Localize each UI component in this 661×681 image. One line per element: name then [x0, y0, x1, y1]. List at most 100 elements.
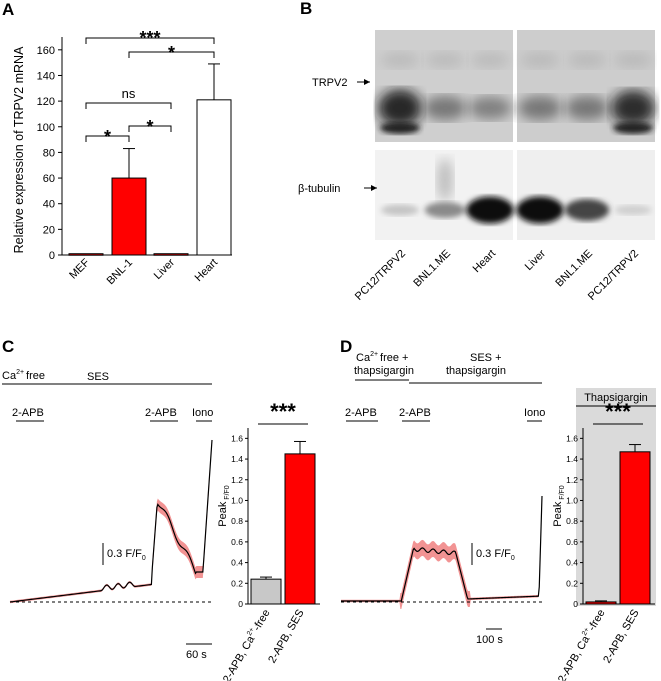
- category-label: 2-APB, Ca2+-free: [220, 607, 273, 681]
- y-tick-label: 160: [37, 45, 55, 57]
- trace-c-stim-2: 2-APB: [145, 407, 177, 419]
- y-tick-label: 0.2: [566, 578, 578, 588]
- trace-d-stim-1: 2-APB: [345, 407, 377, 419]
- y-tick-label: 40: [43, 199, 55, 211]
- inset-header: Thapsigargin: [584, 392, 648, 404]
- trace-d-scale-y: 0.3 F/F0: [476, 548, 515, 562]
- blot-band: [613, 122, 653, 134]
- trace-d-scale-x: 100 s: [476, 634, 503, 646]
- significance-label: ns: [122, 86, 136, 101]
- trace-d-condition-2: SES +: [470, 352, 502, 364]
- y-axis-label: Peak F/F0: [552, 485, 566, 527]
- y-tick-label: 0: [49, 250, 55, 262]
- category-label: Liver: [152, 256, 178, 282]
- lane-label: Liver: [523, 247, 549, 273]
- arrow-icon: [371, 185, 377, 191]
- category-label: Heart: [193, 257, 221, 285]
- blot-band: [468, 96, 512, 120]
- category-label: 2-APB, SES: [266, 608, 306, 666]
- blot-band: [378, 89, 422, 127]
- y-tick-label: 1.0: [566, 495, 578, 505]
- tubulin-band-label: β-tubulin: [298, 183, 340, 195]
- significance-bracket: [85, 135, 130, 142]
- y-tick-label: 0: [238, 599, 243, 609]
- bar: [619, 451, 651, 605]
- blot-band: [565, 95, 609, 121]
- trace-d-condition-1b: thapsigargin: [354, 365, 414, 377]
- y-axis-label: Relative expression of TRPV2 mRNA: [12, 46, 26, 253]
- y-tick-label: 100: [37, 122, 55, 134]
- panel-label-b: B: [300, 0, 312, 18]
- significance-label: ***: [139, 28, 160, 48]
- y-tick-label: 80: [43, 147, 55, 159]
- category-label: MEF: [67, 256, 92, 281]
- trace-c-stim-3: Iono: [192, 407, 213, 419]
- bar: [585, 601, 617, 605]
- blot-band: [516, 196, 564, 224]
- blot-band: [520, 52, 560, 68]
- blot-bottom-right: [517, 150, 655, 240]
- significance-label: ***: [605, 399, 631, 424]
- significance-bracket: [85, 102, 172, 109]
- y-tick-label: 20: [43, 224, 55, 236]
- blot-band: [380, 122, 420, 134]
- trace-d-condition-2b: thapsigargin: [446, 365, 506, 377]
- y-tick-label: 0.2: [231, 578, 243, 588]
- lane-label: PC12/TRPV2: [353, 248, 408, 303]
- lane-label: BNL1.ME: [411, 248, 453, 290]
- y-tick-label: 1.0: [231, 495, 243, 505]
- bar: [196, 99, 232, 256]
- trace-c-stim-1: 2-APB: [12, 407, 44, 419]
- bar: [250, 578, 282, 605]
- bar-chart-trpv2-mrna: 0 20 40 60 80 100 120 140 160 Relative expression…: [12, 28, 232, 287]
- trace-c-condition-2: SES: [87, 371, 109, 383]
- significance-label: ***: [270, 399, 296, 424]
- blot-band: [518, 95, 562, 121]
- significance-bracket: [128, 51, 215, 58]
- blot-band: [424, 202, 466, 218]
- blot-band: [466, 196, 514, 224]
- calcium-trace-c: [9, 438, 213, 604]
- blot-band: [423, 95, 467, 121]
- significance-label: *: [104, 127, 111, 147]
- significance-bracket: [85, 37, 215, 44]
- panel-label-a: A: [2, 0, 14, 19]
- y-tick-label: 1.4: [566, 454, 578, 464]
- mean-trace: [9, 439, 213, 603]
- western-blot: [375, 30, 655, 240]
- trace-c-scale-x: 60 s: [186, 649, 207, 661]
- bar: [284, 453, 316, 605]
- blot-band: [611, 90, 655, 126]
- y-tick-label: 1.2: [566, 475, 578, 485]
- blot-band: [380, 52, 420, 68]
- y-tick-label: 0: [573, 599, 578, 609]
- y-tick-label: 1.6: [566, 433, 578, 443]
- lane-label: BNL1.ME: [553, 248, 595, 290]
- panel-label-c: C: [2, 337, 14, 356]
- y-tick-label: 1.4: [231, 454, 243, 464]
- trace-c-condition-1: Ca2+ free: [2, 369, 45, 382]
- significance-label: *: [146, 117, 153, 137]
- bar-chart-peak-d: Thapsigargin 0 0.2 0.4 0.6 0.8 1.0 1.2 1.4 1.6 Pea…: [552, 388, 656, 681]
- significance-label: *: [168, 43, 175, 63]
- y-tick-label: 1.6: [231, 433, 243, 443]
- blot-band: [381, 204, 419, 216]
- y-tick-label: 0.8: [566, 516, 578, 526]
- trpv2-band-label: TRPV2: [312, 77, 347, 89]
- blot-band: [567, 52, 607, 68]
- blot-band: [564, 199, 610, 221]
- bar: [111, 177, 147, 256]
- category-label: 2-APB, Ca2+-free: [555, 607, 608, 681]
- sem-band: [10, 438, 212, 604]
- bar-chart-peak-c: 0 0.2 0.4 0.6 0.8 1.0 1.2 1.4 1.6 Peak F/F0 *** 2-A…: [217, 399, 320, 681]
- blot-band: [614, 205, 652, 215]
- calcium-trace-d: [341, 494, 543, 609]
- y-tick-label: 0.8: [231, 516, 243, 526]
- y-tick-label: 1.2: [231, 475, 243, 485]
- trace-d-stim-2: 2-APB: [399, 407, 431, 419]
- blot-band: [425, 52, 465, 68]
- y-tick-label: 0.4: [231, 558, 243, 568]
- y-tick-label: 0.4: [566, 558, 578, 568]
- arrow-icon: [364, 79, 370, 85]
